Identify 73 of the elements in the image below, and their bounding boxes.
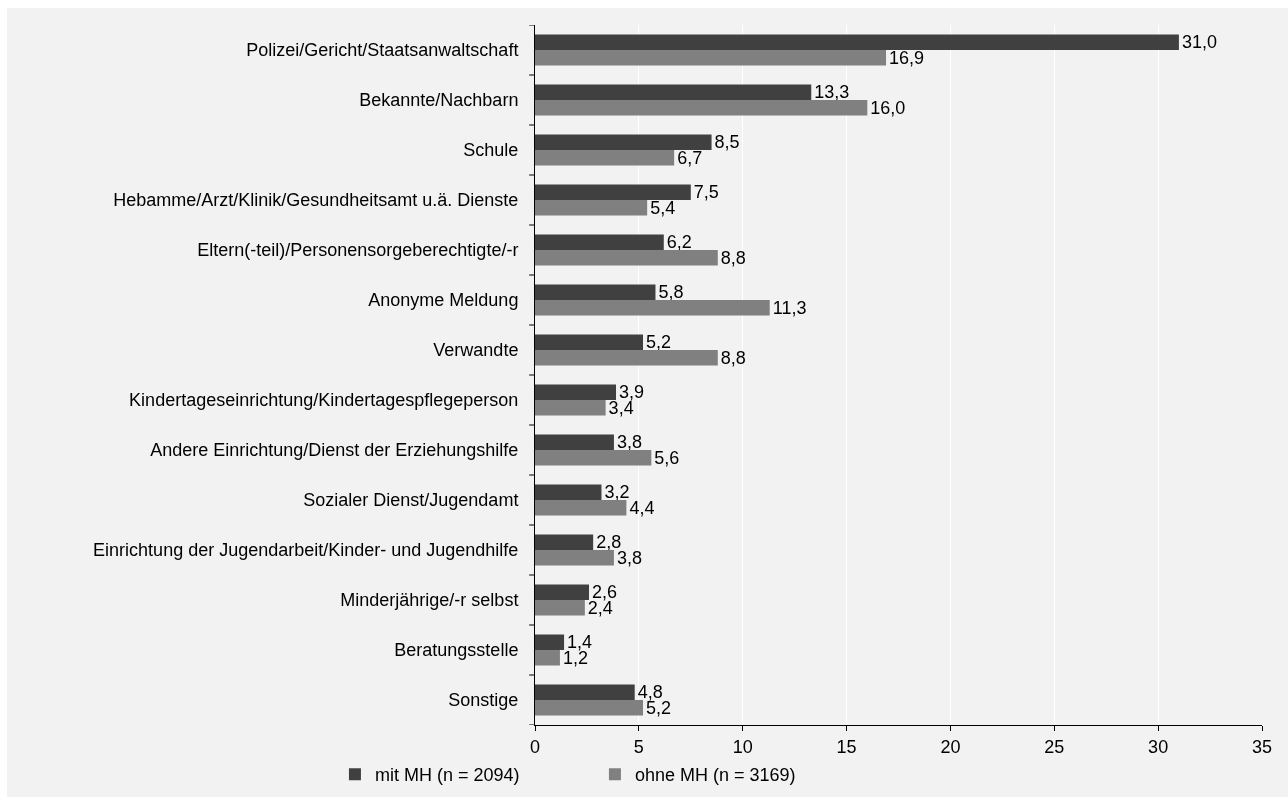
y-tick-label: Sozialer Dienst/Jugendamt [303,490,519,511]
bar [535,350,718,366]
bar [535,200,648,216]
bar [535,250,718,266]
bar [535,634,565,650]
data-label: 4,8 [637,682,663,703]
data-label: 5,8 [658,282,684,303]
legend-label: mit MH (n = 2094) [374,765,520,786]
data-label: 3,2 [604,482,630,503]
data-label: 8,8 [720,247,746,268]
data-label: 6,7 [677,147,703,168]
y-tick-label: Kindertageseinrichtung/Kindertagespflegeperson [129,390,519,411]
x-tick-label: 10 [732,736,753,757]
bar [535,700,644,716]
data-label: 13,3 [814,82,850,103]
bar [535,184,691,200]
data-label: 5,4 [650,197,676,218]
data-label: 8,5 [714,132,740,153]
y-tick-label: Verwandte [433,340,519,361]
y-tick-label: Beratungsstelle [394,640,519,661]
bar [535,684,635,700]
data-label: 16,0 [870,97,906,118]
bar [535,500,627,516]
data-label: 8,8 [720,347,746,368]
bar [535,434,614,450]
bar [535,600,585,616]
bar [535,150,675,166]
bar [535,384,617,400]
data-label: 7,5 [693,182,719,203]
bar [535,84,812,100]
bar [535,34,1179,50]
data-label: 3,8 [616,432,642,453]
x-tick-label: 25 [1044,736,1065,757]
y-tick-label: Schule [463,140,519,161]
y-tick-label: Polizei/Gericht/Staatsanwaltschaft [246,40,519,61]
bar [535,450,652,466]
x-tick-label: 35 [1251,736,1273,757]
y-tick-label: Einrichtung der Jugendarbeit/Kinder- und Jugendhilfe [93,540,519,561]
bar [535,650,560,666]
y-tick-label: Hebamme/Arzt/Klinik/Gesundheitsamt u.ä. Dienste [113,190,519,211]
bar [535,400,606,416]
bar [535,234,664,250]
x-tick-label: 0 [529,736,541,757]
y-tick-label: Andere Einrichtung/Dienst der Erziehungshilfe [150,440,519,461]
bar [535,534,594,550]
bar [535,100,868,116]
x-tick-label: 30 [1148,736,1169,757]
y-tick-label: Anonyme Meldung [368,290,519,311]
data-label: 4,4 [629,497,655,518]
bar [535,334,644,350]
data-label: 5,6 [654,447,680,468]
bar [535,550,614,566]
data-label: 1,4 [567,632,593,653]
x-tick-label: 5 [633,736,644,757]
bar [535,584,590,600]
y-tick-label: Minderjährige/-r selbst [340,590,519,611]
bar [535,484,602,500]
legend-label: ohne MH (n = 3169) [634,765,796,786]
bar [535,284,656,300]
y-tick-label: Eltern(-teil)/Personensorgeberechtigte/-r [197,240,519,261]
data-label: 5,2 [646,332,672,353]
bar [535,134,712,150]
data-label: 31,0 [1181,32,1217,53]
y-tick-label: Bekannte/Nachbarn [359,90,519,111]
x-tick-label: 20 [940,736,961,757]
data-label: 11,3 [772,297,807,318]
data-label: 16,9 [889,47,925,68]
data-label: 6,2 [666,232,692,253]
x-tick-label: 15 [836,736,857,757]
bar [535,50,887,66]
y-tick-label: Sonstige [448,690,519,711]
data-label: 3,8 [616,547,642,568]
bar [535,300,770,316]
